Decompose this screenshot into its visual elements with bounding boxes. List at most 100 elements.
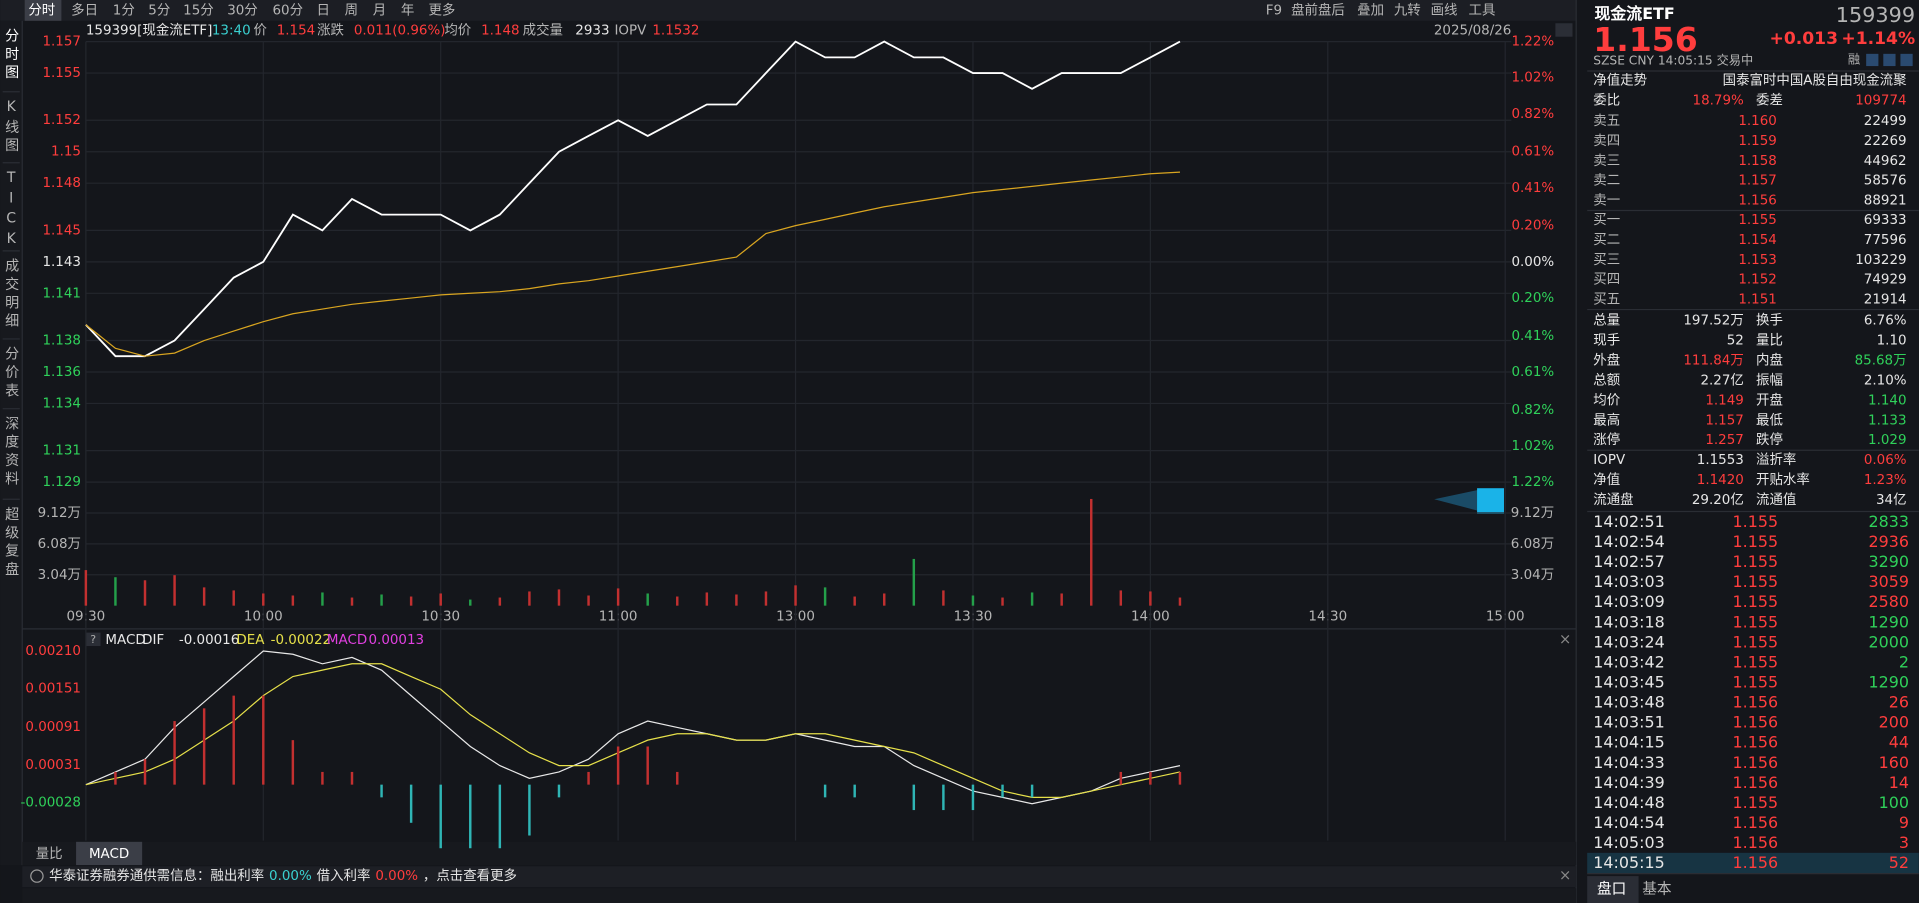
volume-bar [883, 593, 886, 606]
macd-tick-label: 0.00210 [25, 644, 81, 659]
toolbar-tab[interactable]: 周 [345, 3, 358, 18]
stat-value: 1.029 [1868, 433, 1906, 448]
toolbar-tab[interactable]: 分时 [28, 2, 55, 18]
toolbar-tool[interactable]: 叠加 [1357, 2, 1384, 18]
trade-time: 14:02:51 [1593, 512, 1664, 531]
volume-bar [262, 593, 265, 606]
toolbar-tab[interactable]: 更多 [428, 1, 455, 18]
bottom-tab[interactable]: MACD [89, 847, 129, 862]
ratio-label: 委比 [1593, 92, 1620, 108]
stat-value: 2.10% [1864, 373, 1907, 388]
volume-bar [114, 577, 117, 606]
book-volume: 22499 [1864, 114, 1907, 129]
volume-tick-label-right: 6.08万 [1511, 537, 1554, 552]
volume-bar [1149, 591, 1152, 606]
volume-bar [1178, 597, 1182, 606]
stat-value: 1.157 [1705, 413, 1743, 428]
trade-volume: 9 [1899, 813, 1909, 832]
toolbar-tab[interactable]: 15分 [183, 2, 214, 18]
toolbar-tool[interactable]: 盘前盘后 [1291, 1, 1345, 18]
volume-bar [823, 587, 827, 606]
legend-name: MACD [327, 633, 367, 648]
help-icon-text[interactable]: ? [90, 633, 96, 646]
info-code: 159399[现金流ETF] [86, 23, 213, 39]
stock-name: 现金流ETF [1595, 4, 1675, 23]
plus-icon[interactable] [1900, 53, 1913, 67]
float-icon-trail [1434, 489, 1481, 512]
volume-bar [380, 594, 383, 606]
sidebar-item[interactable]: 分时图 [3, 28, 19, 83]
book-label: 买二 [1593, 232, 1620, 248]
help-icon[interactable] [85, 632, 101, 647]
ratio-label: 委差 [1756, 92, 1783, 108]
toolbar-tab[interactable]: 年 [401, 2, 414, 18]
close-icon[interactable]: × [1559, 631, 1571, 648]
trade-price: 1.156 [1733, 753, 1778, 772]
panel-tab[interactable]: 盘口 [1597, 880, 1626, 898]
stat-value: 111.84万 [1683, 353, 1743, 368]
legend-value: 0.00013 [369, 633, 425, 648]
trade-time: 14:02:57 [1593, 552, 1664, 571]
trade-time: 14:04:33 [1593, 753, 1664, 772]
footer-message[interactable]: 华泰证券融券通供需信息：融出利率 0.00% 借入利率 0.00% ，点击查看更多 [49, 867, 517, 884]
sidebar-item[interactable]: K线图 [3, 99, 19, 156]
volume-bar [1090, 498, 1093, 606]
sidebar-item[interactable]: 分价表 [3, 346, 19, 401]
toolbar-tool[interactable]: 九转 [1394, 2, 1421, 18]
info-label: 涨跌 [317, 23, 344, 39]
stat-value: 29.20亿 [1692, 492, 1744, 508]
toolbar-tab[interactable]: 日 [317, 3, 330, 18]
y-tick-label: 1.131 [42, 444, 80, 459]
float-icon[interactable] [1477, 488, 1504, 514]
toolbar-tool[interactable]: F9 [1266, 3, 1282, 18]
stat-value: 34亿 [1876, 492, 1907, 508]
macd-bar [350, 771, 354, 785]
trade-price: 1.155 [1733, 512, 1778, 531]
trade-time: 14:03:48 [1593, 693, 1664, 712]
sidebar-item[interactable]: 深度资料 [3, 416, 19, 489]
trade-time: 14:03:09 [1593, 592, 1664, 611]
stat-value: 1.257 [1705, 433, 1743, 448]
volume-bar [735, 594, 738, 606]
trade-price: 1.155 [1733, 793, 1778, 812]
panel-icons[interactable] [1866, 53, 1913, 67]
footer-close[interactable]: × [1559, 867, 1571, 884]
toolbar-tab[interactable]: 多日 [71, 1, 98, 18]
trade-price: 1.155 [1733, 673, 1778, 692]
toolbar-tab[interactable]: 5分 [148, 2, 170, 18]
footer-segment: ，点击查看更多 [423, 867, 517, 884]
volume-bar [1060, 593, 1063, 606]
macd-line [85, 650, 1181, 805]
toolbar-tab[interactable]: 60分 [272, 2, 303, 18]
macd-bar [1149, 771, 1152, 785]
y2-tick-label: 1.22% [1511, 35, 1554, 50]
panel-tab[interactable]: 基本 [1642, 881, 1672, 898]
toolbar-tool[interactable]: 画线 [1431, 2, 1458, 18]
sidebar-item[interactable]: 超级复盘 [3, 507, 19, 580]
edit-icon[interactable] [1866, 53, 1879, 67]
wp-icon[interactable] [1555, 23, 1573, 37]
macd-bar [262, 695, 265, 785]
toolbar-tool[interactable]: 工具 [1469, 3, 1496, 18]
book-volume: 88921 [1864, 193, 1907, 208]
toolbar-tab[interactable]: 1分 [113, 2, 135, 18]
trade-price: 1.155 [1733, 572, 1778, 591]
trade-time: 14:04:48 [1593, 793, 1664, 812]
sidebar-item[interactable]: 成交明细 [3, 258, 19, 331]
info-label: 均价 [444, 23, 471, 39]
sidebar-item[interactable]: TICK [3, 170, 19, 251]
stock-code: 159399 [1836, 3, 1915, 27]
stat-label: 最高 [1593, 411, 1620, 428]
stat-label: 净值 [1593, 472, 1620, 488]
status-bar [22, 888, 1577, 903]
book-price: 1.152 [1738, 273, 1776, 288]
book-label: 买四 [1593, 272, 1620, 288]
toolbar-tab[interactable]: 30分 [227, 2, 258, 18]
volume-bar [498, 597, 502, 606]
book-price: 1.154 [1738, 233, 1776, 248]
minus-icon[interactable] [1883, 53, 1896, 67]
bottom-tab[interactable]: 量比 [36, 846, 63, 862]
toolbar-tab[interactable]: 月 [373, 3, 386, 18]
book-price: 1.153 [1738, 253, 1776, 268]
